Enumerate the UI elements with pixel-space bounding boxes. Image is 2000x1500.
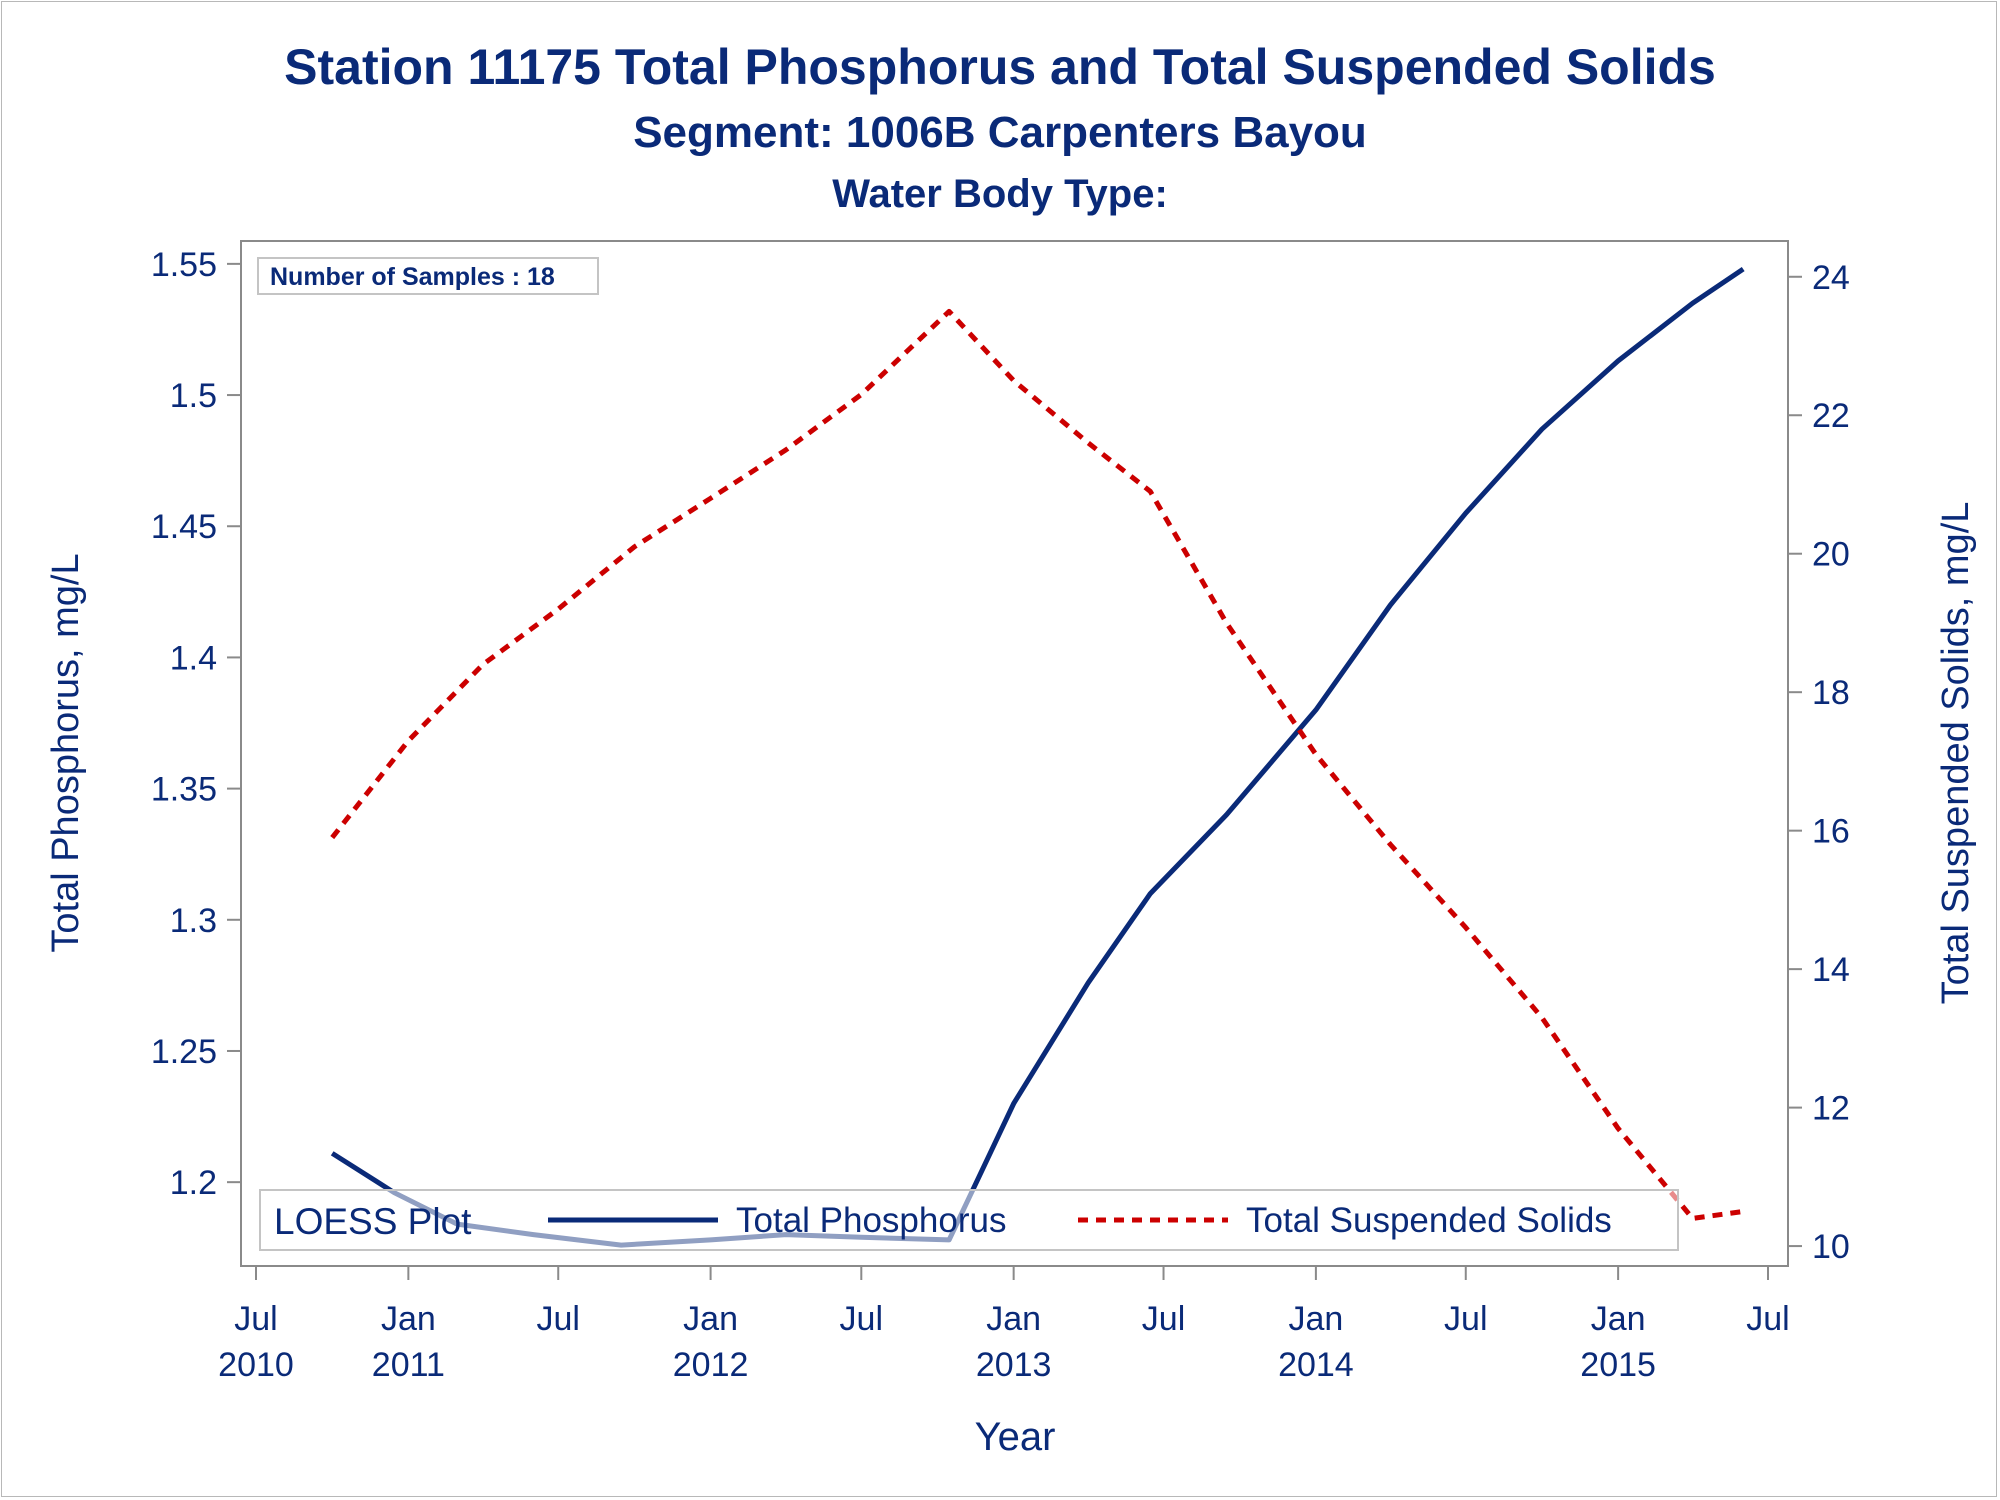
right-y-tick-label: 22: [1812, 397, 1850, 435]
x-tick-label-month: Jan: [381, 1300, 436, 1338]
x-axis: Jul 2010 Jan 2011 Jul Jan 2012 Jul Jan 2013 Jul Jan…: [218, 1266, 1790, 1384]
x-tick-label-month: Jan: [986, 1300, 1041, 1338]
chart-subtitle-water-body-type: Water Body Type:: [832, 172, 1168, 216]
x-tick-label-month: Jan: [683, 1300, 738, 1338]
legend: LOESS Plot Total Phosphorus Total Suspen…: [259, 1189, 1679, 1251]
series-line-total-suspended-solids: [330, 308, 1744, 1221]
y-axis-label-left: Total Phosphorus, mg/L: [45, 553, 87, 952]
series-line-total-phosphorus: [330, 267, 1745, 1248]
x-tick-label-year: 2013: [976, 1346, 1052, 1384]
left-y-axis: 1.2 1.25 1.3 1.35 1.4 1.45 1.5 1.55: [151, 246, 241, 1202]
x-tick-label-month: Jul: [537, 1300, 580, 1338]
chart-subtitle-segment: Segment: 1006B Carpenters Bayou: [633, 108, 1367, 157]
x-tick-label-month: Jan: [1288, 1300, 1343, 1338]
x-tick-label-year: 2010: [218, 1346, 294, 1384]
series-layer: [330, 267, 1745, 1248]
right-y-tick-label: 10: [1812, 1228, 1850, 1266]
right-y-tick-label: 18: [1812, 674, 1850, 712]
left-y-tick-label: 1.4: [170, 639, 217, 677]
sample-count-text: Number of Samples : 18: [270, 263, 555, 291]
legend-box: [259, 1189, 1679, 1251]
x-tick-label-month: Jul: [1444, 1300, 1487, 1338]
x-tick-label-month: Jul: [234, 1300, 277, 1338]
x-tick-label-month: Jul: [1142, 1300, 1185, 1338]
x-tick-label-year: 2014: [1278, 1346, 1354, 1384]
x-tick-label-month: Jul: [1746, 1300, 1789, 1338]
sample-count-inset: Number of Samples : 18: [257, 257, 599, 295]
legend-label-tss: Total Suspended Solids: [1246, 1201, 1612, 1240]
legend-title: LOESS Plot: [274, 1201, 472, 1242]
left-y-tick-label: 1.25: [151, 1033, 217, 1071]
x-tick-label-year: 2012: [673, 1346, 749, 1384]
left-y-tick-label: 1.35: [151, 771, 217, 809]
left-y-tick-label: 1.55: [151, 246, 217, 284]
x-tick-label-year: 2011: [372, 1346, 445, 1384]
x-tick-label-year: 2015: [1580, 1346, 1656, 1384]
plot-area-border: [240, 240, 1789, 1267]
chart-title: Station 11175 Total Phosphorus and Total…: [284, 39, 1716, 95]
left-y-tick-label: 1.2: [170, 1164, 217, 1202]
right-y-tick-label: 20: [1812, 536, 1850, 574]
legend-label-phosphorus: Total Phosphorus: [736, 1201, 1006, 1240]
sample-count-box: [257, 257, 599, 295]
left-y-tick-label: 1.5: [170, 377, 217, 415]
x-axis-label: Year: [975, 1415, 1056, 1459]
x-tick-label-month: Jan: [1591, 1300, 1646, 1338]
right-y-tick-label: 12: [1812, 1090, 1850, 1128]
y-axis-label-right: Total Suspended Solids, mg/L: [1935, 502, 1977, 1005]
left-y-tick-label: 1.3: [170, 902, 217, 940]
left-y-tick-label: 1.45: [151, 508, 217, 546]
x-tick-label-month: Jul: [840, 1300, 883, 1338]
right-y-tick-label: 14: [1812, 951, 1850, 989]
right-y-tick-label: 16: [1812, 813, 1850, 851]
right-y-axis: 10 12 14 16 18 20 22 24: [1788, 259, 1850, 1266]
right-y-tick-label: 24: [1812, 259, 1850, 297]
